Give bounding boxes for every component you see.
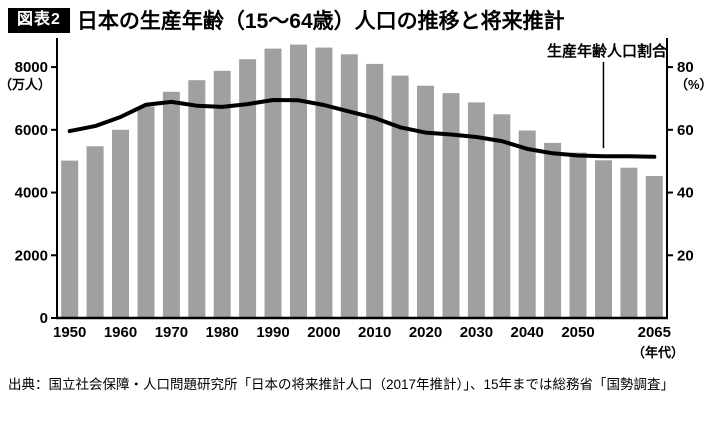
figure-badge: 図表2 xyxy=(8,7,70,33)
bar-1960 xyxy=(112,129,129,318)
bar-1955 xyxy=(86,146,104,318)
y-right-unit: （%） xyxy=(675,77,710,92)
annotation-label: 生産年齢人口割合 xyxy=(547,42,668,60)
bar-2030 xyxy=(467,102,485,319)
y-left-unit: （万人） xyxy=(0,77,51,92)
x-tick-label: 1970 xyxy=(155,324,188,341)
y-left-tick-label: 0 xyxy=(40,310,48,327)
y-right-tick-label: 60 xyxy=(677,122,694,139)
bar-1980 xyxy=(213,70,231,318)
chart-header: 図表2 日本の生産年齢（15〜64歳）人口の推移と将来推計 xyxy=(8,5,565,35)
x-tick-label: 1950 xyxy=(53,324,86,341)
y-right-tick-label: 40 xyxy=(677,185,694,202)
x-tick-label: 2040 xyxy=(511,324,544,341)
x-tick-label: 1990 xyxy=(256,324,289,341)
y-left-tick-label: 6000 xyxy=(15,122,48,139)
x-tick-label: 1960 xyxy=(104,324,137,341)
bar-2035 xyxy=(493,114,511,318)
x-tick-label: 2030 xyxy=(460,324,493,341)
source-note: 出典：国立社会保障・人口問題研究所「日本の将来推計人口（2017年推計）」、15… xyxy=(8,377,675,392)
y-right-tick-label: 20 xyxy=(677,247,694,264)
bar-2015 xyxy=(391,75,409,318)
bar-1965 xyxy=(137,106,155,318)
bar-1950 xyxy=(61,160,79,318)
bar-1970 xyxy=(162,91,180,318)
bar-1995 xyxy=(290,44,307,318)
bar-1975 xyxy=(188,80,206,318)
bar-2000 xyxy=(315,47,333,318)
x-tick-label: 2020 xyxy=(409,324,442,341)
bar-2045 xyxy=(544,142,562,318)
y-left-tick-label: 2000 xyxy=(15,247,48,264)
bar-1990 xyxy=(264,48,282,318)
x-axis-unit: （年代） xyxy=(632,345,684,360)
x-tick-label: 2065 xyxy=(638,324,671,341)
bar-2060 xyxy=(620,167,638,318)
y-left-tick-label: 8000 xyxy=(15,59,48,76)
bar-2040 xyxy=(518,130,536,318)
chart-area: 0 2000 4000 6000 8000 （万人） 20 40 60 80 （%） 1950 1960… xyxy=(0,36,710,366)
ratio-line xyxy=(67,98,657,159)
y-right-tick-label: 80 xyxy=(677,59,694,76)
bar-2025 xyxy=(442,93,460,318)
bar-2065 xyxy=(645,176,663,318)
bar-2010 xyxy=(366,63,384,319)
bar-2050 xyxy=(569,152,587,318)
x-tick-label: 2010 xyxy=(358,324,391,341)
y-left-tick-label: 4000 xyxy=(15,185,48,202)
bar-1985 xyxy=(239,59,257,318)
x-tick-label: 2050 xyxy=(561,324,594,341)
bar-2055 xyxy=(595,160,612,318)
bar-2020 xyxy=(417,85,434,318)
x-tick-label: 1980 xyxy=(206,324,239,341)
bar-2005 xyxy=(340,54,358,319)
chart-title: 日本の生産年齢（15〜64歳）人口の推移と将来推計 xyxy=(76,10,565,33)
x-tick-label: 2000 xyxy=(307,324,340,341)
